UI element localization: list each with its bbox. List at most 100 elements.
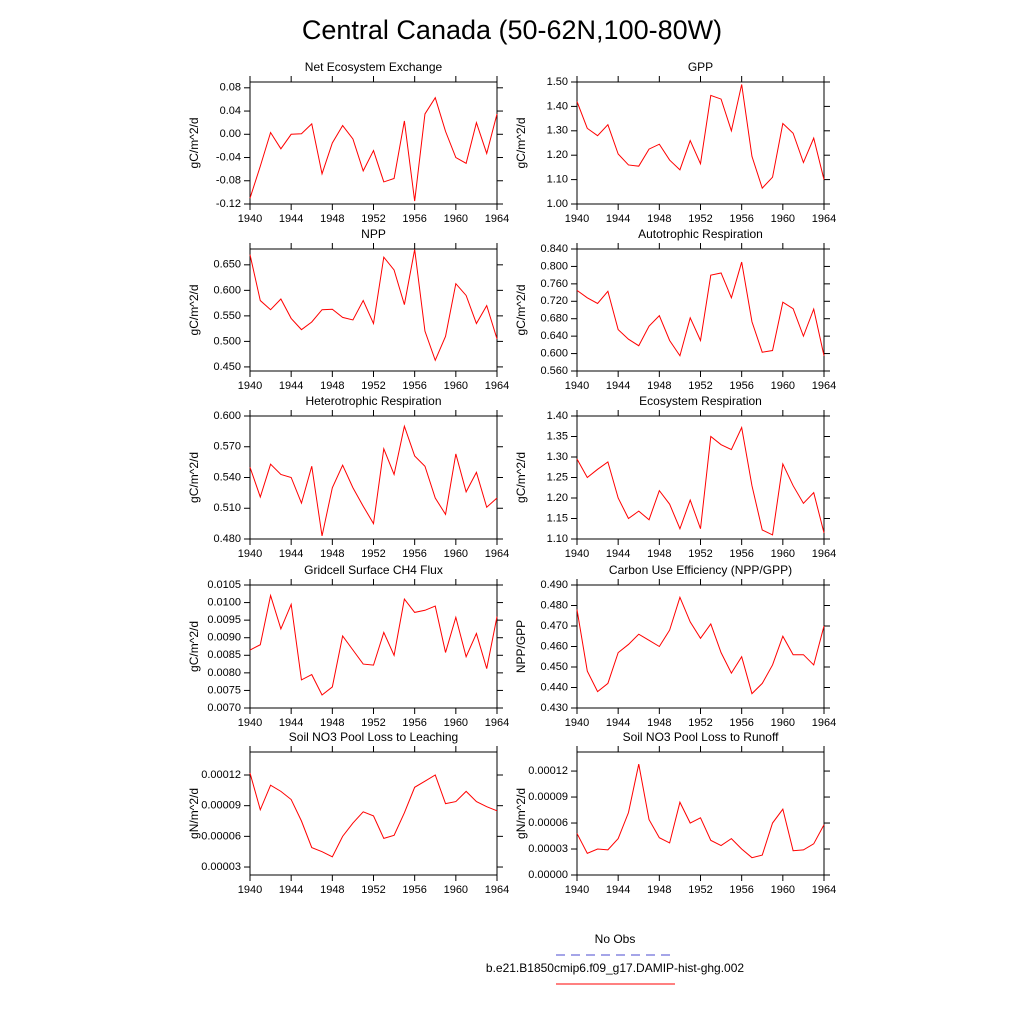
y-axis-label: gC/m^2/d — [187, 118, 201, 169]
y-tick-label: 1.10 — [547, 174, 568, 186]
x-tick-label: 1944 — [279, 213, 303, 225]
x-tick-label: 1944 — [606, 548, 630, 560]
y-tick-label: 0.0075 — [207, 684, 241, 696]
x-tick-label: 1964 — [812, 884, 836, 896]
y-tick-label: 0.00 — [220, 128, 241, 140]
x-tick-label: 1948 — [320, 213, 344, 225]
y-tick-label: 0.640 — [540, 330, 568, 342]
x-tick-label: 1964 — [485, 380, 509, 392]
x-tick-label: 1956 — [402, 548, 426, 560]
panel-title: Net Ecosystem Exchange — [305, 60, 443, 74]
y-tick-label: 1.50 — [547, 76, 568, 88]
y-tick-label: 0.680 — [540, 313, 568, 325]
x-tick-label: 1960 — [444, 548, 468, 560]
x-tick-label: 1952 — [688, 884, 712, 896]
y-tick-label: 0.0100 — [207, 596, 241, 608]
x-tick-label: 1956 — [402, 213, 426, 225]
y-tick-label: 0.650 — [213, 259, 241, 271]
panel-title: Gridcell Surface CH4 Flux — [304, 563, 443, 577]
x-tick-label: 1948 — [320, 380, 344, 392]
panel-title: Ecosystem Respiration — [639, 394, 762, 408]
x-tick-label: 1952 — [361, 548, 385, 560]
x-tick-label: 1944 — [606, 717, 630, 729]
x-tick-label: 1956 — [729, 548, 753, 560]
panel-title: Soil NO3 Pool Loss to Runoff — [623, 730, 780, 744]
x-tick-label: 1940 — [565, 213, 589, 225]
panel-title: Heterotrophic Respiration — [305, 394, 441, 408]
x-tick-label: 1960 — [771, 717, 795, 729]
x-tick-label: 1952 — [361, 380, 385, 392]
y-axis-label: gC/m^2/d — [187, 621, 201, 672]
y-tick-label: 1.25 — [547, 471, 568, 483]
x-tick-label: 1960 — [444, 884, 468, 896]
y-tick-label: 0.510 — [213, 502, 241, 514]
x-tick-label: 1944 — [279, 548, 303, 560]
y-tick-label: 0.0105 — [207, 579, 241, 591]
x-tick-label: 1948 — [320, 717, 344, 729]
panel-title: Autotrophic Respiration — [638, 227, 763, 241]
y-tick-label: 0.04 — [220, 105, 241, 117]
y-tick-label: 0.450 — [540, 661, 568, 673]
x-tick-label: 1956 — [729, 717, 753, 729]
y-axis-label: gC/m^2/d — [514, 285, 528, 336]
data-line — [576, 425, 825, 536]
x-tick-label: 1940 — [238, 213, 262, 225]
y-tick-label: 0.460 — [540, 640, 568, 652]
data-line — [576, 764, 825, 859]
x-tick-label: 1960 — [444, 717, 468, 729]
x-tick-label: 1964 — [812, 380, 836, 392]
data-line — [576, 595, 825, 695]
y-tick-label: 1.15 — [547, 512, 568, 524]
y-tick-label: 0.00012 — [528, 765, 568, 777]
y-tick-label: 1.40 — [547, 100, 568, 112]
x-tick-label: 1952 — [361, 213, 385, 225]
x-tick-label: 1948 — [647, 884, 671, 896]
y-tick-label: 0.00003 — [201, 861, 241, 873]
x-tick-label: 1964 — [485, 717, 509, 729]
y-axis-label: NPP/GPP — [514, 620, 528, 673]
x-tick-label: 1944 — [279, 717, 303, 729]
y-tick-label: 0.00009 — [528, 791, 568, 803]
y-tick-label: 0.840 — [540, 243, 568, 255]
y-axis-label: gC/m^2/d — [514, 452, 528, 503]
x-tick-label: 1952 — [361, 884, 385, 896]
y-tick-label: 0.550 — [213, 310, 241, 322]
x-tick-label: 1964 — [485, 548, 509, 560]
y-tick-label: 0.450 — [213, 361, 241, 373]
y-tick-label: 0.00006 — [201, 830, 241, 842]
y-tick-label: -0.04 — [216, 151, 241, 163]
x-tick-label: 1956 — [729, 380, 753, 392]
data-line — [249, 424, 498, 537]
y-tick-label: 1.30 — [547, 125, 568, 137]
x-tick-label: 1952 — [688, 213, 712, 225]
y-tick-label: 0.600 — [213, 410, 241, 422]
panel-title: Carbon Use Efficiency (NPP/GPP) — [609, 563, 792, 577]
y-tick-label: 0.08 — [220, 82, 241, 94]
x-tick-label: 1940 — [238, 548, 262, 560]
y-tick-label: 0.0085 — [207, 649, 241, 661]
y-tick-label: 0.00000 — [528, 869, 568, 881]
legend-label: b.e21.B1850cmip6.f09_g17.DAMIP-hist-ghg.… — [486, 961, 744, 975]
x-tick-label: 1940 — [565, 717, 589, 729]
data-line — [249, 772, 498, 858]
x-tick-label: 1948 — [647, 548, 671, 560]
y-tick-label: 1.20 — [547, 149, 568, 161]
y-axis-label: gN/m^2/d — [187, 788, 201, 839]
y-tick-label: 1.00 — [547, 198, 568, 210]
y-tick-label: 0.600 — [540, 347, 568, 359]
x-tick-label: 1960 — [771, 548, 795, 560]
y-tick-label: 0.480 — [213, 533, 241, 545]
x-tick-label: 1956 — [729, 884, 753, 896]
x-tick-label: 1944 — [279, 884, 303, 896]
x-tick-label: 1960 — [444, 213, 468, 225]
y-axis-label: gC/m^2/d — [187, 452, 201, 503]
panel-title: Soil NO3 Pool Loss to Leaching — [289, 730, 458, 744]
x-tick-label: 1952 — [361, 717, 385, 729]
x-tick-label: 1940 — [565, 380, 589, 392]
x-tick-label: 1960 — [771, 213, 795, 225]
y-tick-label: 0.560 — [540, 365, 568, 377]
y-tick-label: 0.490 — [540, 579, 568, 591]
y-tick-label: 0.430 — [540, 702, 568, 714]
y-tick-label: 0.570 — [213, 441, 241, 453]
